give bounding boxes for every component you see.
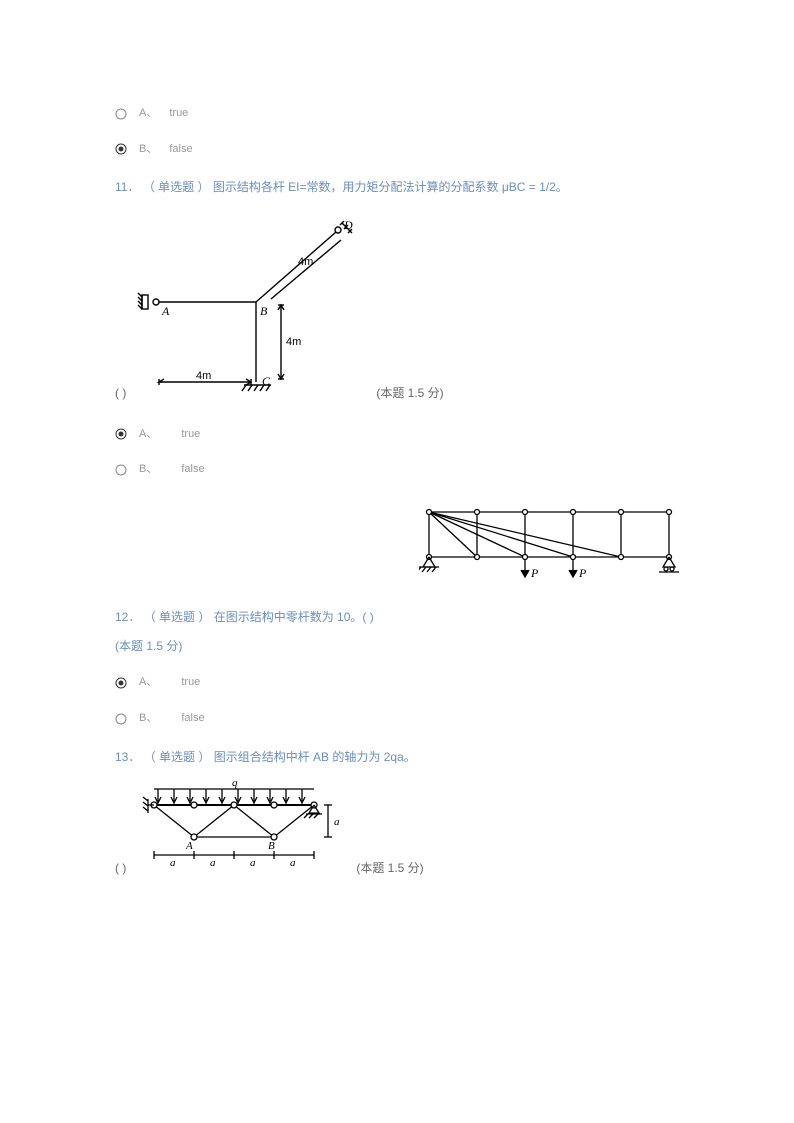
option-text: true	[181, 674, 200, 692]
q-number: 12．	[115, 610, 140, 624]
label-C: C	[262, 374, 271, 388]
dim-bc: 4m	[286, 336, 301, 348]
q12-score: (本题 1.5 分)	[115, 637, 679, 656]
q13-figure: q A B a a a a a	[136, 777, 346, 878]
option-text: true	[169, 105, 188, 123]
question-13-stem: 13． （ 单选题 ） 图示组合结构中杆 AB 的轴力为 2qa。	[115, 748, 679, 767]
q12-figure: P P	[419, 497, 679, 588]
label-B: B	[260, 304, 268, 318]
q-number: 11．	[115, 180, 139, 194]
q-type: （ 单选题 ）	[143, 180, 210, 194]
q-type: （ 单选题 ）	[144, 750, 211, 764]
q11-option-b[interactable]: B、 false	[115, 461, 679, 479]
option-letter: A、	[139, 674, 157, 692]
option-letter: A、	[139, 426, 157, 444]
option-letter: B、	[139, 141, 157, 159]
radio-selected-icon	[115, 428, 127, 440]
q12-option-b[interactable]: B、 false	[115, 710, 679, 728]
q-stem: 在图示结构中零杆数为 10。( )	[214, 610, 374, 624]
dim-a2: a	[210, 857, 216, 869]
option-text: false	[169, 141, 192, 159]
load-p1: P	[530, 566, 539, 580]
question-11-stem: 11． （ 单选题 ） 图示结构各杆 EI=常数，用力矩分配法计算的分配系数 μ…	[115, 178, 679, 197]
dim-side-a: a	[334, 816, 340, 828]
dim-a4: a	[290, 857, 296, 869]
option-text: false	[181, 710, 204, 728]
dim-a1: a	[170, 857, 176, 869]
option-letter: B、	[139, 461, 157, 479]
q-label: q	[232, 777, 238, 789]
q13-paren: ( )	[115, 859, 126, 878]
q11-option-a[interactable]: A、 true	[115, 426, 679, 444]
label-B: B	[268, 840, 275, 852]
dim-ab: 4m	[196, 370, 211, 382]
option-letter: A、	[139, 105, 157, 123]
option-text: false	[181, 461, 204, 479]
radio-selected-icon	[115, 143, 127, 155]
label-A: A	[161, 304, 170, 318]
q11-score: (本题 1.5 分)	[376, 384, 443, 403]
option-text: true	[181, 426, 200, 444]
radio-unselected-icon	[115, 108, 127, 120]
dim-a3: a	[250, 857, 256, 869]
radio-unselected-icon	[115, 464, 127, 476]
q-type: （ 单选题 ）	[144, 610, 211, 624]
q12-option-a[interactable]: A、 true	[115, 674, 679, 692]
label-A: A	[185, 840, 193, 852]
radio-selected-icon	[115, 677, 127, 689]
q-stem: 图示结构各杆 EI=常数，用力矩分配法计算的分配系数 μBC = 1/2。	[213, 180, 568, 194]
option-letter: B、	[139, 710, 157, 728]
q11-figure: A B C D 4m 4m 4m	[136, 207, 366, 403]
q11-paren: ( )	[115, 384, 126, 403]
question-12-stem: 12． （ 单选题 ） 在图示结构中零杆数为 10。( )	[115, 608, 679, 627]
option-b[interactable]: B、 false	[115, 141, 679, 159]
dim-bd: 4m	[298, 256, 313, 268]
radio-unselected-icon	[115, 713, 127, 725]
label-D: D	[343, 218, 353, 232]
option-a[interactable]: A、 true	[115, 105, 679, 123]
q13-score: (本题 1.5 分)	[356, 859, 423, 878]
q-number: 13．	[115, 750, 140, 764]
load-p2: P	[578, 566, 587, 580]
q-stem: 图示组合结构中杆 AB 的轴力为 2qa。	[214, 750, 416, 764]
